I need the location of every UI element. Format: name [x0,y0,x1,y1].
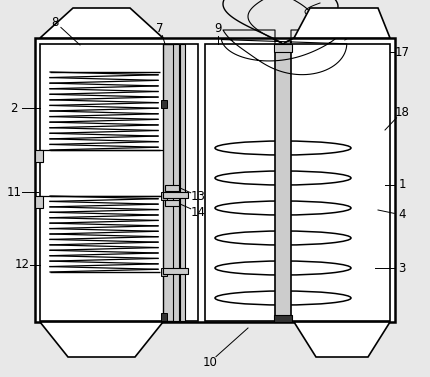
Bar [161,100,167,108]
Text: 8: 8 [51,15,58,29]
Bar [180,44,185,321]
Bar [163,268,188,274]
Text: 17: 17 [394,46,409,58]
Ellipse shape [215,291,351,305]
Polygon shape [40,8,163,38]
Bar [161,268,167,276]
Bar [205,44,390,321]
Text: 1: 1 [398,178,406,192]
Text: 10: 10 [203,356,218,368]
Bar [275,50,291,322]
Text: 3: 3 [398,262,405,274]
Polygon shape [294,8,390,38]
Text: 4: 4 [398,208,406,222]
Text: 9: 9 [214,21,222,35]
Bar [173,44,179,321]
Ellipse shape [215,231,351,245]
Bar [35,196,43,208]
Bar [35,38,395,322]
Ellipse shape [215,171,351,185]
Text: 12: 12 [15,259,30,271]
Ellipse shape [215,141,351,155]
Bar [163,192,188,198]
Text: 2: 2 [10,101,18,115]
Bar [163,44,178,321]
Bar [165,185,179,191]
Bar [35,150,43,162]
Polygon shape [294,322,390,357]
Bar [161,313,167,321]
Ellipse shape [215,201,351,215]
Bar [35,38,395,322]
Bar [274,315,292,322]
Ellipse shape [215,261,351,275]
Bar [274,44,292,52]
Text: 11: 11 [6,185,22,199]
Bar [165,200,179,206]
Bar [40,44,198,321]
Polygon shape [40,322,163,357]
Text: 18: 18 [395,106,409,118]
Text: 7: 7 [156,21,164,35]
Text: 14: 14 [190,205,206,219]
Text: 13: 13 [190,190,206,202]
Bar [161,192,167,200]
